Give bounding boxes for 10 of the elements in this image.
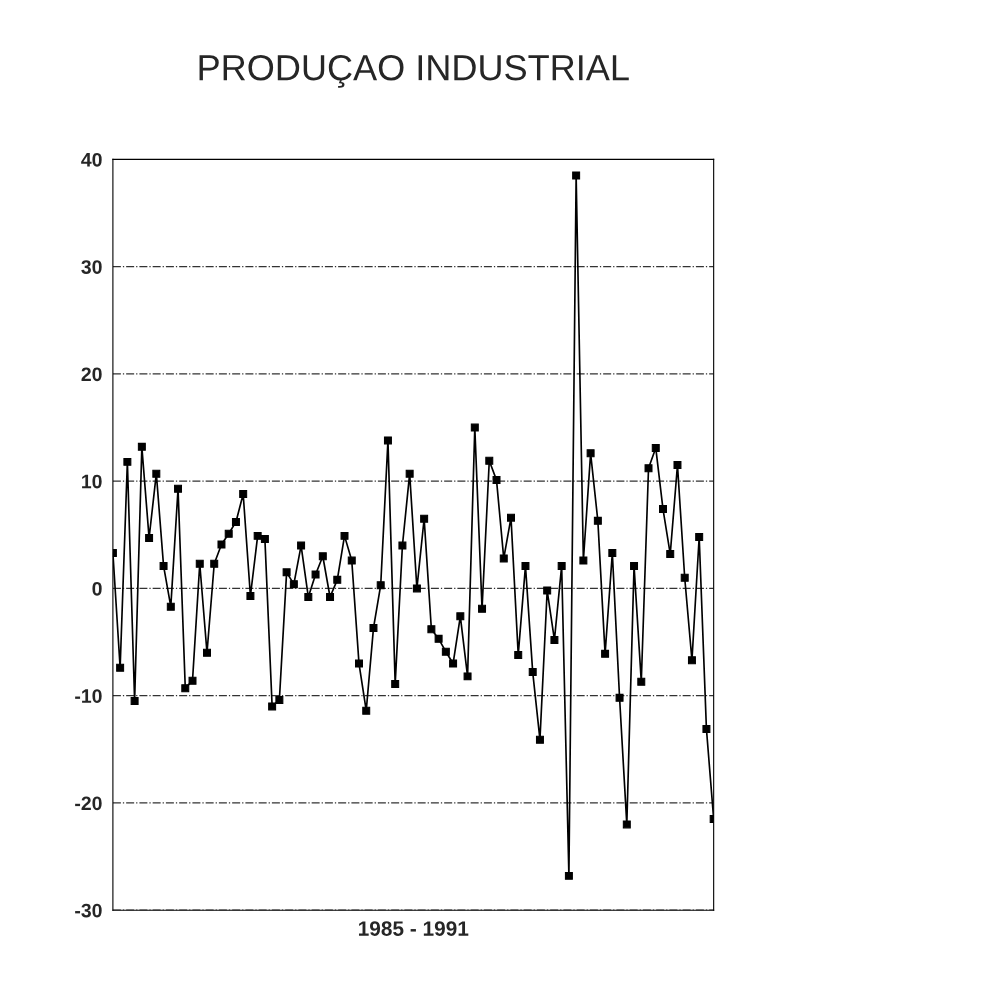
y-tick-label: -10 — [75, 689, 102, 703]
x-axis-title: 1985 - 1991 — [358, 921, 469, 936]
y-tick-label: 20 — [81, 367, 102, 382]
y-tick-label: 10 — [82, 474, 102, 489]
y-tick-label: 0 — [92, 581, 102, 596]
y-tick-label: -20 — [75, 796, 102, 811]
chart-title: PRODUÇAO INDUSTRIAL — [199, 54, 629, 88]
y-tick-label: 30 — [81, 260, 102, 274]
y-tick-label: 40 — [81, 152, 102, 167]
y-tick-label: -30 — [75, 903, 102, 918]
